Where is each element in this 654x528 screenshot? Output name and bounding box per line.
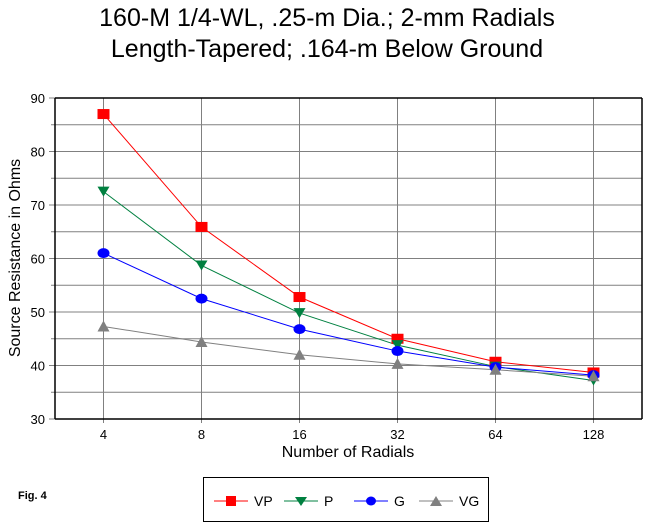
data-point-vg xyxy=(489,363,502,375)
chart-title-line-2: Length-Tapered; .164-m Below Ground xyxy=(110,35,544,63)
legend-item-vp: VP xyxy=(214,478,273,523)
figure-label: Fig. 4 xyxy=(18,490,47,502)
series-line-g xyxy=(103,252,594,376)
data-point-vp xyxy=(391,333,404,344)
data-point-vg xyxy=(293,348,306,360)
x-axis-label: Number of Radials xyxy=(282,444,415,461)
legend-label-g: G xyxy=(394,492,405,509)
data-point-g xyxy=(97,248,110,259)
y-tick-label: 30 xyxy=(31,412,45,427)
legend-item-vg: VG xyxy=(419,478,479,523)
data-point-vg xyxy=(195,335,208,347)
x-tick-label: 4 xyxy=(100,427,107,442)
data-point-g xyxy=(293,324,306,335)
data-point-g xyxy=(195,293,208,304)
y-tick-label: 80 xyxy=(31,145,45,160)
y-tick-label: 60 xyxy=(31,252,45,267)
data-point-vg xyxy=(587,370,600,382)
series-line-vp xyxy=(103,113,594,373)
legend-label-p: P xyxy=(324,492,334,509)
y-tick-label: 40 xyxy=(31,359,45,374)
chart-title-line-1: 160-M 1/4-WL, .25-m Dia.; 2-mm Radials xyxy=(99,4,555,32)
legend: VP P G VG xyxy=(203,477,489,522)
data-point-g xyxy=(391,346,404,357)
data-point-p xyxy=(391,340,404,351)
data-point-p xyxy=(293,308,306,319)
x-tick-label: 128 xyxy=(583,427,605,442)
legend-label-vp: VP xyxy=(254,492,273,509)
legend-item-g: G xyxy=(354,478,405,523)
y-tick-label: 70 xyxy=(31,198,45,213)
series-group xyxy=(97,109,600,386)
legend-item-p: P xyxy=(284,478,333,523)
series-line-vg xyxy=(103,325,594,377)
data-point-vp xyxy=(97,109,110,120)
y-tick-label: 90 xyxy=(31,91,45,106)
legend-marker-g xyxy=(354,496,388,505)
data-point-vg xyxy=(391,357,404,369)
x-tick-label: 8 xyxy=(198,427,205,442)
legend-marker-vp xyxy=(214,495,248,506)
axes xyxy=(54,97,643,420)
tick-labels: 30 40 50 60 70 80 90 4 8 16 32 64 128 xyxy=(31,91,605,442)
legend-label-vg: VG xyxy=(459,492,480,509)
legend-marker-p xyxy=(284,496,318,506)
y-axis-label: Source Resistance in Ohms xyxy=(7,159,24,357)
legend-marker-vg xyxy=(419,495,453,506)
x-tick-label: 64 xyxy=(488,427,502,442)
y-tick-label: 50 xyxy=(31,305,45,320)
series-line-p xyxy=(103,191,594,381)
data-point-vg xyxy=(97,320,110,332)
x-tick-label: 16 xyxy=(292,427,306,442)
x-tick-label: 32 xyxy=(390,427,404,442)
data-point-vp xyxy=(195,221,208,232)
data-point-p xyxy=(97,186,110,197)
data-point-vp xyxy=(293,292,306,303)
data-point-p xyxy=(195,260,208,271)
